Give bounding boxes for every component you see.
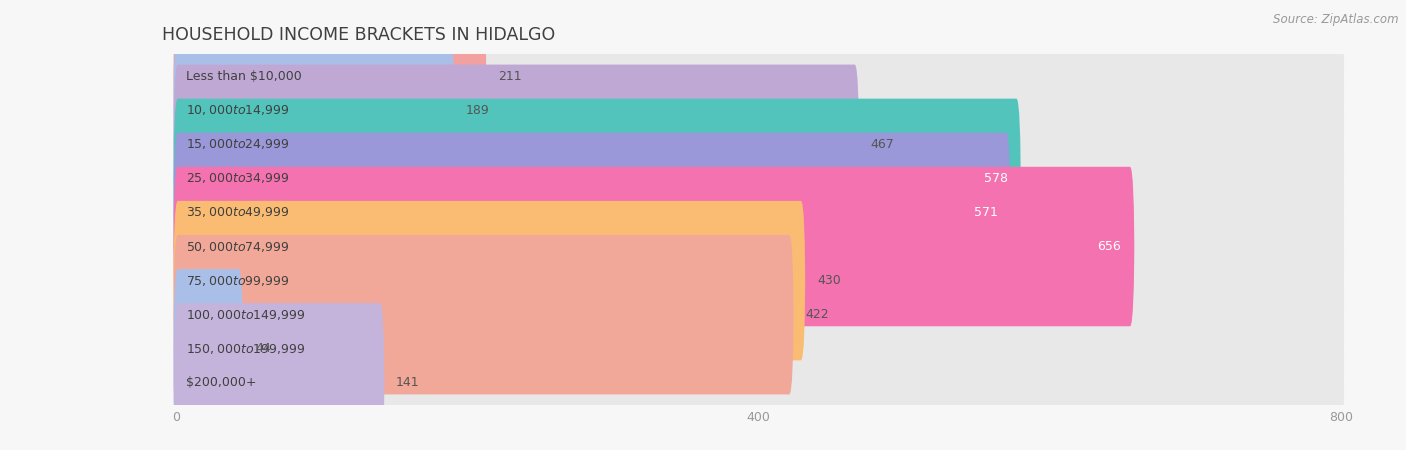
Text: 141: 141	[396, 376, 420, 389]
FancyBboxPatch shape	[173, 235, 794, 395]
Text: 656: 656	[1098, 240, 1122, 253]
Text: 422: 422	[806, 308, 830, 321]
FancyBboxPatch shape	[173, 64, 859, 224]
FancyBboxPatch shape	[173, 269, 243, 428]
Text: 44: 44	[254, 342, 270, 355]
Text: Source: ZipAtlas.com: Source: ZipAtlas.com	[1274, 14, 1399, 27]
Text: 211: 211	[498, 70, 522, 83]
Text: 578: 578	[984, 172, 1008, 185]
FancyBboxPatch shape	[173, 99, 1021, 258]
Text: $35,000 to $49,999: $35,000 to $49,999	[187, 206, 290, 220]
FancyBboxPatch shape	[173, 133, 1344, 292]
FancyBboxPatch shape	[173, 269, 1344, 428]
FancyBboxPatch shape	[173, 64, 1344, 224]
FancyBboxPatch shape	[173, 31, 454, 190]
Text: 467: 467	[870, 138, 894, 151]
FancyBboxPatch shape	[173, 31, 1344, 190]
Text: 430: 430	[817, 274, 841, 287]
FancyBboxPatch shape	[173, 167, 1344, 326]
FancyBboxPatch shape	[173, 201, 1344, 360]
Text: $75,000 to $99,999: $75,000 to $99,999	[187, 274, 290, 288]
FancyBboxPatch shape	[173, 99, 1344, 258]
FancyBboxPatch shape	[173, 201, 806, 360]
FancyBboxPatch shape	[173, 235, 1344, 395]
Text: $25,000 to $34,999: $25,000 to $34,999	[187, 171, 290, 185]
Text: 189: 189	[465, 104, 489, 117]
Text: $15,000 to $24,999: $15,000 to $24,999	[187, 137, 290, 151]
Text: $100,000 to $149,999: $100,000 to $149,999	[187, 308, 307, 322]
FancyBboxPatch shape	[173, 0, 486, 156]
FancyBboxPatch shape	[173, 133, 1011, 292]
FancyBboxPatch shape	[173, 303, 1344, 450]
Text: $150,000 to $199,999: $150,000 to $199,999	[187, 342, 307, 356]
Text: $50,000 to $74,999: $50,000 to $74,999	[187, 239, 290, 253]
Text: $10,000 to $14,999: $10,000 to $14,999	[187, 103, 290, 117]
FancyBboxPatch shape	[173, 303, 384, 450]
Text: Less than $10,000: Less than $10,000	[187, 70, 302, 83]
Text: $200,000+: $200,000+	[187, 376, 257, 389]
Text: 571: 571	[974, 206, 998, 219]
FancyBboxPatch shape	[173, 0, 1344, 156]
FancyBboxPatch shape	[173, 167, 1135, 326]
Text: HOUSEHOLD INCOME BRACKETS IN HIDALGO: HOUSEHOLD INCOME BRACKETS IN HIDALGO	[162, 26, 555, 44]
